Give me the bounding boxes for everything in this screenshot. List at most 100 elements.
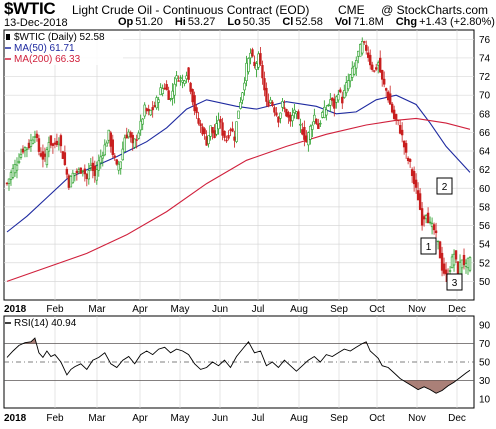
rsi-x-tick-label: Jul — [252, 413, 265, 424]
candle-body — [53, 142, 57, 145]
candle-body — [357, 50, 360, 57]
candle-body — [47, 142, 51, 152]
candle-body — [181, 80, 184, 83]
x-tick-label: Mar — [88, 304, 106, 315]
candle-body — [81, 170, 85, 172]
candle-body — [185, 75, 188, 80]
candle-body — [456, 261, 460, 276]
candle-body — [466, 257, 470, 269]
ohlc-summary: Op 51.20 Hi 53.27 Lo 50.35 Cl 52.58 Vol 71.8M Chg +… — [118, 16, 496, 28]
candle-body — [428, 221, 432, 224]
x-tick-label: Oct — [369, 304, 385, 315]
ohlc-value: 51.20 — [135, 16, 163, 28]
annotation-box — [446, 273, 463, 291]
candle-body — [307, 132, 310, 146]
candle-body — [249, 52, 252, 59]
candle-body — [468, 257, 472, 271]
candle-body — [321, 112, 324, 118]
candle-body — [247, 58, 250, 73]
rsi-x-tick-label: Dec — [448, 413, 466, 424]
candle-body — [267, 101, 270, 107]
candle-body — [33, 136, 37, 138]
candle-body — [83, 168, 87, 175]
rsi-tick-label: 90 — [479, 321, 491, 332]
ohlc-item: Vol 71.8M — [335, 16, 390, 28]
candle-body — [436, 240, 440, 243]
candle-body — [309, 125, 312, 140]
candle-body — [424, 215, 428, 220]
ohlc-item: Chg +1.43 (+2.80%) — [396, 16, 496, 28]
candle-body — [279, 112, 282, 119]
candle-body — [430, 223, 434, 228]
candle-body — [137, 132, 140, 139]
candle-body — [211, 126, 214, 134]
candle-body — [67, 175, 71, 188]
candle-body — [412, 171, 416, 185]
candle-body — [333, 98, 336, 109]
candle-body — [169, 98, 172, 100]
price-tick-label: 66 — [479, 128, 491, 139]
rsi-x-tick-label: Apr — [132, 413, 148, 424]
candle-body — [448, 270, 452, 272]
candle-body — [31, 139, 35, 144]
candle-body — [345, 82, 348, 94]
candle-body — [19, 153, 23, 158]
price-tick-label: 60 — [479, 184, 491, 195]
candle-body — [113, 155, 116, 158]
candle-body — [75, 170, 79, 174]
candle-body — [65, 168, 69, 175]
candle-body — [315, 118, 318, 124]
candle-body — [263, 78, 266, 91]
candle-body — [458, 261, 462, 275]
candle-body — [61, 151, 65, 159]
exchange-label: CME — [338, 3, 365, 17]
candle-body — [59, 135, 63, 147]
candle-body — [305, 135, 308, 143]
candle-body — [209, 125, 212, 137]
candle-body — [327, 104, 330, 107]
candle-body — [414, 179, 418, 188]
price-tick-label: 52 — [479, 258, 491, 269]
rsi-line — [6, 337, 471, 394]
candle-body — [380, 69, 384, 80]
candle-body — [183, 80, 186, 84]
candle-body — [408, 159, 412, 162]
annotation-box — [436, 177, 453, 195]
candle-body — [191, 89, 194, 103]
rsi-tick-label: 10 — [479, 394, 491, 405]
candle-body — [193, 95, 196, 112]
candle-body — [392, 109, 396, 119]
candle-body — [119, 161, 122, 169]
candle-body — [317, 123, 320, 129]
candle-body — [29, 139, 33, 147]
candle-body — [313, 114, 316, 122]
candle-body — [442, 263, 446, 274]
candle-body — [97, 160, 101, 171]
candle-body — [462, 254, 466, 266]
x-tick-label: Feb — [46, 304, 64, 315]
price-panel: 50 52 54 56 58 60 62 64 66 68 70 72 74 76 1 2 3 $WTIC (Da… — [3, 29, 491, 301]
x-tick-label: Jul — [252, 304, 265, 315]
candle-body — [444, 269, 448, 275]
candle-body — [329, 99, 332, 106]
ohlc-item: Cl 52.58 — [282, 16, 329, 28]
candle-body — [311, 124, 314, 130]
x-axis: 2018 2018 Feb Feb Mar Mar Apr Apr May May Jun Jun Ju… — [4, 304, 466, 424]
candle-body — [233, 136, 236, 141]
candle-body — [221, 122, 224, 136]
ohlc-value: 50.35 — [242, 16, 271, 28]
candle-body — [25, 147, 29, 150]
rsi-oversold-fill — [7, 380, 470, 394]
candle-body — [335, 96, 338, 103]
price-tick-label: 62 — [479, 165, 491, 176]
candle-body — [410, 169, 414, 176]
candle-body — [277, 116, 280, 123]
candle-body — [373, 70, 376, 72]
price-tick-label: 76 — [479, 35, 491, 46]
legend-background — [5, 31, 123, 65]
candle-body — [231, 128, 234, 132]
ma200-line — [6, 117, 471, 282]
legend-ma200: MA(200) 66.33 — [14, 54, 81, 65]
candle-body — [159, 87, 162, 96]
candle-body — [9, 172, 13, 180]
